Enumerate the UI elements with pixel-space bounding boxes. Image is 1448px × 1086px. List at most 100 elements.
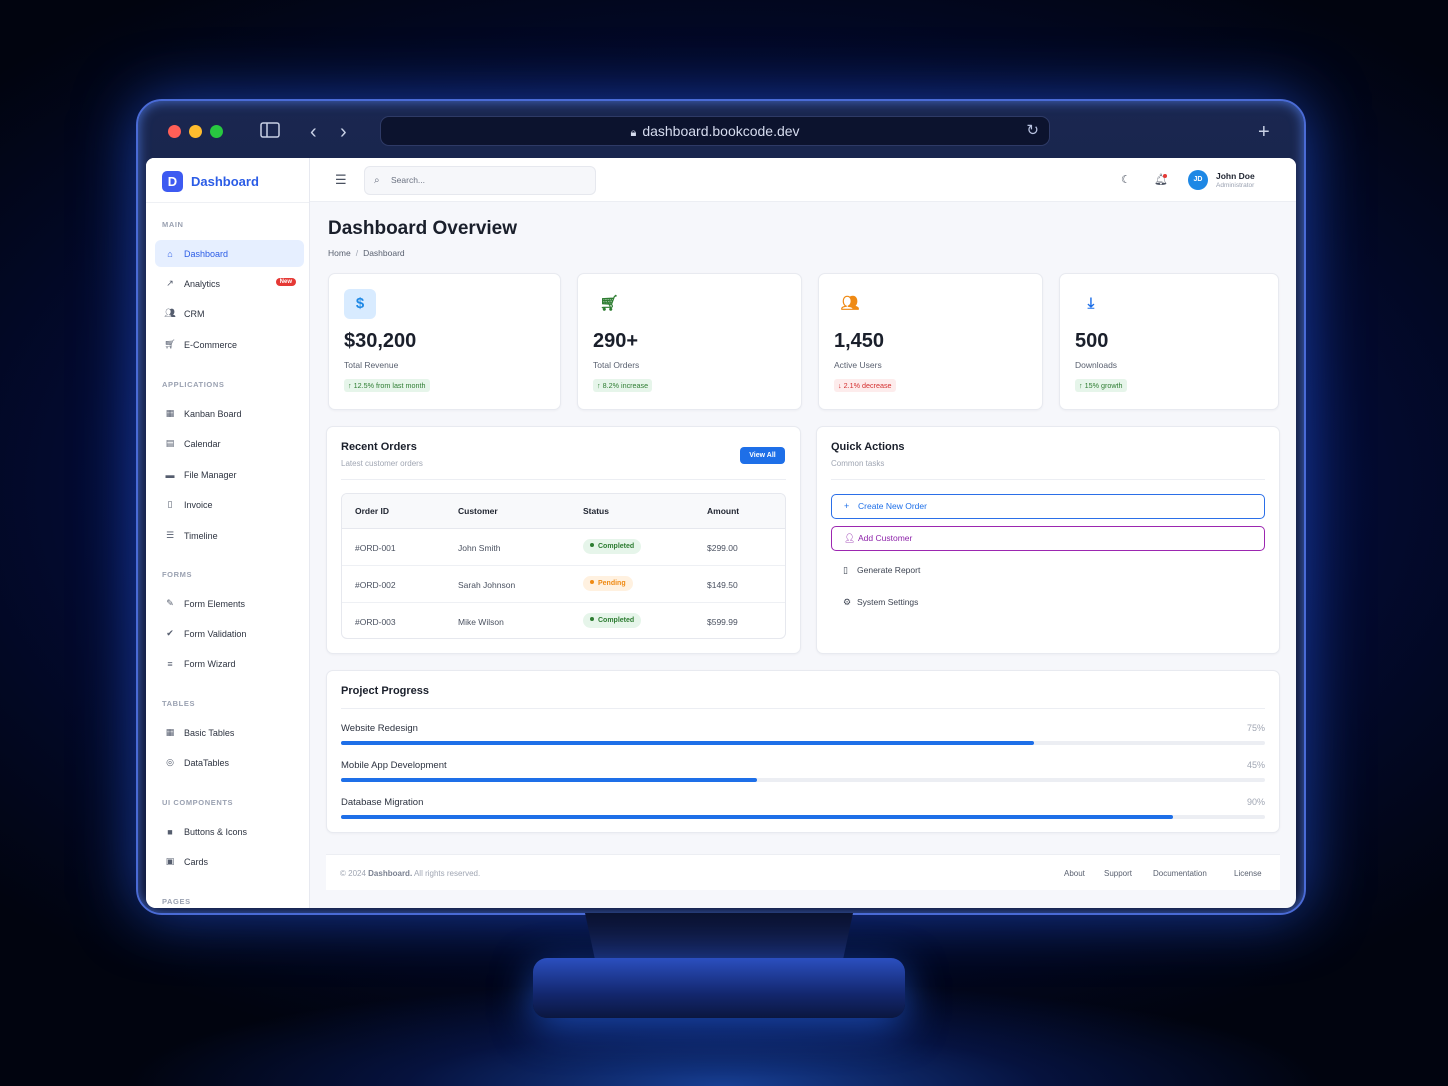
new-tab-icon[interactable]: +: [1258, 121, 1270, 143]
customer-name: Mike Wilson: [458, 617, 504, 627]
app-screen: D Dashboard MAIN ⌂ Dashboard ↗ Analytics N…: [146, 158, 1296, 908]
close-window-button[interactable]: [168, 125, 181, 138]
dark-mode-icon[interactable]: ☾: [1121, 174, 1131, 186]
column-header[interactable]: Customer: [458, 506, 498, 516]
column-header[interactable]: Order ID: [355, 506, 390, 516]
sidebar-item-timeline[interactable]: ☰ Timeline: [155, 522, 304, 549]
search-input[interactable]: ⌕ Search...: [364, 166, 596, 195]
stat-value: 1,450: [834, 330, 885, 352]
status-badge: Completed: [583, 613, 642, 628]
user-plus-icon: 👤︎: [844, 533, 856, 543]
table-row[interactable]: #ORD-003 Mike Wilson Completed $599.99: [342, 603, 785, 638]
create-new-order-button[interactable]: + Create New Order: [831, 494, 1265, 519]
home-icon: ⌂: [167, 248, 173, 259]
progress-bar: [341, 815, 1265, 819]
sidebar-item-label: Buttons & Icons: [184, 826, 248, 837]
progress-bar: [341, 741, 1265, 745]
sidebar-item-datatables[interactable]: ◎ DataTables: [155, 749, 304, 776]
section-label-applications: APPLICATIONS: [162, 380, 225, 389]
order-id: #ORD-001: [355, 543, 396, 553]
stat-label: Total Revenue: [344, 360, 399, 370]
list-icon: ☰: [165, 530, 175, 540]
divider: [831, 479, 1265, 480]
sidebar-item-crm[interactable]: 👥︎ CRM: [155, 300, 304, 327]
column-header[interactable]: Status: [583, 506, 609, 516]
file-icon: ▯: [167, 499, 173, 509]
sidebar-item-label: DataTables: [184, 757, 230, 768]
order-id: #ORD-003: [355, 617, 396, 627]
footer-link-license[interactable]: License: [1234, 869, 1262, 878]
order-amount: $149.50: [707, 580, 738, 590]
sidebar-item-ecommerce[interactable]: 🛒︎ E-Commerce: [155, 331, 304, 358]
avatar[interactable]: JD: [1188, 170, 1208, 190]
progress-bar: [341, 778, 1265, 782]
table-row[interactable]: #ORD-001 John Smith Completed $299.00: [342, 529, 785, 566]
sidebar-item-label: Form Validation: [184, 628, 247, 639]
progress-fill: [341, 778, 757, 782]
column-header[interactable]: Amount: [707, 506, 740, 516]
sidebar-item-calendar[interactable]: ▤ Calendar: [155, 430, 304, 457]
breadcrumb-home[interactable]: Home: [328, 248, 351, 258]
section-label-ui-components: UI COMPONENTS: [162, 798, 234, 807]
sidebar-item-label: Kanban Board: [184, 408, 242, 419]
sidebar-item-analytics[interactable]: ↗ Analytics New: [155, 270, 304, 297]
sidebar-item-basic-tables[interactable]: ▦ Basic Tables: [155, 719, 304, 746]
search-icon: ⌕: [374, 175, 380, 186]
stat-card-users: 👥︎ 1,450 Active Users ↓ 2.1% decrease: [818, 273, 1043, 410]
reload-icon[interactable]: ↻: [1026, 122, 1039, 139]
maximize-window-button[interactable]: [210, 125, 223, 138]
list-ordered-icon: ≡: [167, 658, 173, 669]
brand[interactable]: D Dashboard: [162, 170, 259, 192]
sidebar-item-invoice[interactable]: ▯ Invoice: [155, 491, 304, 518]
table-row[interactable]: #ORD-002 Sarah Johnson Pending $149.50: [342, 566, 785, 603]
sidebar-item-label: Form Wizard: [184, 658, 236, 669]
sidebar-item-file-manager[interactable]: ▬ File Manager: [155, 461, 304, 488]
sidebar-toggle-icon[interactable]: [260, 120, 280, 144]
address-bar[interactable]: 🔒︎ dashboard.bookcode.dev ↻: [380, 116, 1050, 146]
stat-value: 500: [1075, 330, 1109, 352]
status-badge: Completed: [583, 539, 642, 554]
folder-icon: ▬: [165, 469, 175, 480]
generate-report-button[interactable]: ▯ Generate Report: [831, 559, 1265, 584]
footer-link-about[interactable]: About: [1064, 869, 1085, 878]
sidebar-item-form-wizard[interactable]: ≡ Form Wizard: [155, 650, 304, 677]
sidebar-item-buttons-icons[interactable]: ■ Buttons & Icons: [155, 818, 304, 845]
orders-table: Order ID Customer Status Amount #ORD-001…: [341, 493, 786, 639]
project-progress-card: Project Progress Website Redesign 75% Mo…: [326, 670, 1280, 833]
card-icon: ▣: [165, 856, 175, 866]
breadcrumb: Home / Dashboard: [328, 248, 405, 258]
sidebar-item-form-validation[interactable]: ✔ Form Validation: [155, 620, 304, 647]
url-text: dashboard.bookcode.dev: [642, 123, 800, 139]
sidebar-item-kanban-board[interactable]: ▦ Kanban Board: [155, 400, 304, 427]
minimize-window-button[interactable]: [189, 125, 202, 138]
sidebar-item-form-elements[interactable]: ✎ Form Elements: [155, 590, 304, 617]
progress-fill: [341, 741, 1034, 745]
footer-link-documentation[interactable]: Documentation: [1153, 869, 1207, 878]
quick-actions-card: Quick Actions Common tasks + Create New O…: [816, 426, 1280, 654]
sidebar-item-dashboard[interactable]: ⌂ Dashboard: [155, 240, 304, 267]
footer-link-support[interactable]: Support: [1104, 869, 1133, 878]
menu-icon[interactable]: ☰: [335, 172, 347, 187]
project-name: Website Redesign: [341, 723, 418, 734]
monitor-stand-neck: [585, 913, 853, 963]
user-name[interactable]: John Doe: [1216, 171, 1255, 181]
customer-name: Sarah Johnson: [458, 580, 516, 590]
card-title: Quick Actions: [831, 441, 905, 453]
search-placeholder: Search...: [391, 175, 426, 185]
back-icon[interactable]: ‹: [310, 121, 317, 143]
gear-icon: ⚙: [843, 597, 852, 607]
project-percent: 75%: [1246, 723, 1265, 733]
sidebar-item-cards[interactable]: ▣ Cards: [155, 848, 304, 875]
brand-logo: D: [162, 170, 183, 192]
trend-badge: ↑ 15% growth: [1075, 379, 1127, 392]
stat-value: 290+: [593, 330, 639, 352]
add-customer-button[interactable]: 👤︎ Add Customer: [831, 526, 1265, 551]
forward-icon[interactable]: ›: [340, 121, 347, 143]
system-settings-button[interactable]: ⚙ System Settings: [831, 591, 1265, 616]
divider: [341, 708, 1265, 709]
stat-card-revenue: $ $30,200 Total Revenue ↑ 12.5% from las…: [328, 273, 561, 410]
view-all-button[interactable]: View All: [740, 447, 785, 464]
card-title: Recent Orders: [341, 441, 417, 453]
page-title: Dashboard Overview: [328, 218, 518, 239]
divider: [146, 202, 309, 203]
